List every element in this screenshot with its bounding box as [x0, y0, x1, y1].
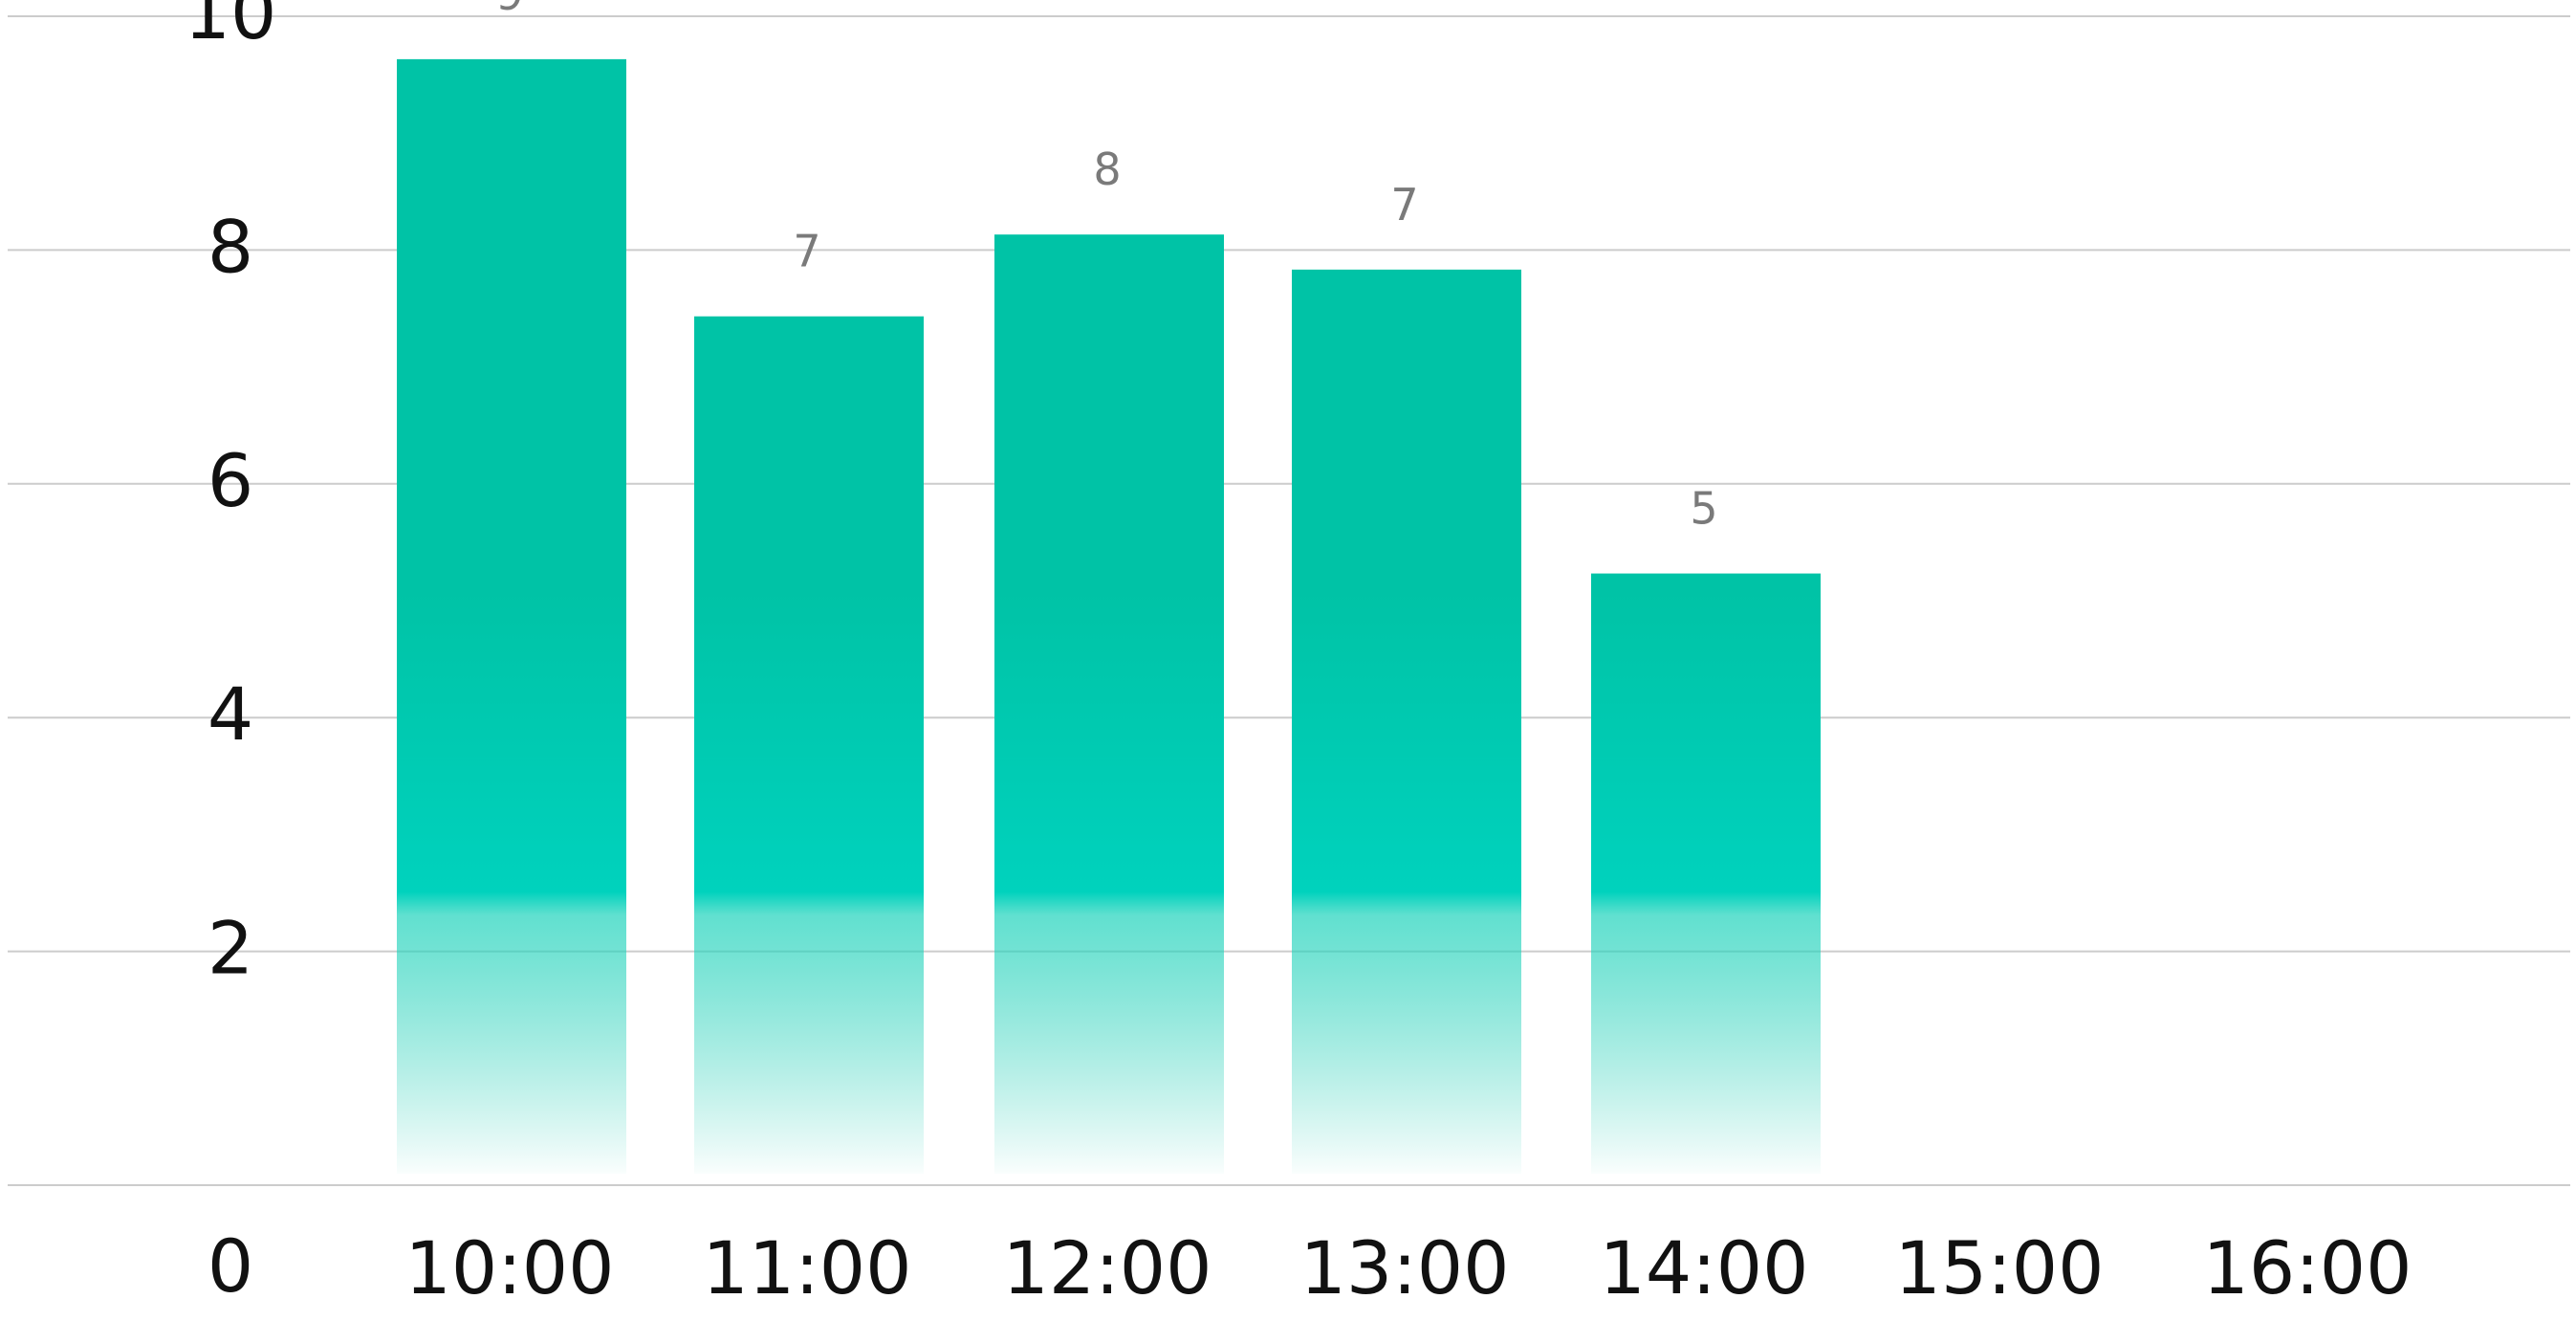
data-label: 5	[1690, 483, 1717, 535]
x-tick-label: 12:00	[1002, 1225, 1212, 1310]
bar-11:00	[694, 316, 924, 1175]
bars	[397, 58, 1821, 1175]
bar-13:00	[1292, 269, 1521, 1175]
x-tick-label: 13:00	[1299, 1225, 1509, 1310]
y-tick-label: 6	[207, 438, 253, 523]
data-labels: 9 7 8 7 5	[495, 0, 1717, 535]
data-label: 8	[1093, 143, 1121, 195]
y-axis-ticks: 0 2 4 6 8 10	[185, 0, 277, 1309]
x-tick-label: 15:00	[1894, 1225, 2104, 1310]
x-tick-label: 14:00	[1599, 1225, 1808, 1310]
bar-12:00	[994, 234, 1224, 1174]
data-label: 7	[793, 226, 820, 277]
x-tick-label: 11:00	[702, 1225, 911, 1310]
y-tick-label: 10	[185, 0, 277, 55]
grid-lines	[8, 15, 2570, 1186]
data-label: 7	[1390, 179, 1418, 231]
data-label: 9	[495, 0, 523, 20]
bar-14:00	[1591, 573, 1821, 1174]
bar-10:00	[397, 58, 626, 1174]
y-tick-label: 0	[207, 1223, 253, 1309]
y-tick-label: 8	[207, 204, 253, 289]
x-axis-ticks: 10:00 11:00 12:00 13:00 14:00 15:00 16:00	[404, 1225, 2412, 1310]
x-tick-label: 16:00	[2202, 1225, 2412, 1310]
y-tick-label: 4	[207, 672, 253, 757]
x-tick-label: 10:00	[404, 1225, 614, 1310]
y-tick-label: 2	[207, 906, 253, 991]
